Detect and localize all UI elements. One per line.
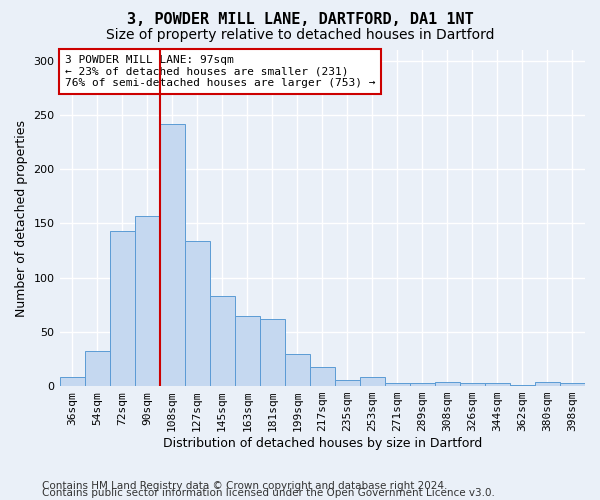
- Bar: [385, 383, 410, 386]
- Bar: [260, 319, 285, 386]
- Bar: [560, 383, 585, 386]
- Bar: [435, 382, 460, 386]
- Bar: [110, 231, 134, 386]
- Bar: [510, 385, 535, 386]
- Bar: [285, 354, 310, 386]
- Bar: [209, 296, 235, 386]
- Text: 3 POWDER MILL LANE: 97sqm
← 23% of detached houses are smaller (231)
76% of semi: 3 POWDER MILL LANE: 97sqm ← 23% of detac…: [65, 55, 375, 88]
- Text: Contains HM Land Registry data © Crown copyright and database right 2024.: Contains HM Land Registry data © Crown c…: [42, 481, 448, 491]
- Bar: [160, 124, 185, 386]
- Text: Size of property relative to detached houses in Dartford: Size of property relative to detached ho…: [106, 28, 494, 42]
- Bar: [360, 378, 385, 386]
- Bar: [485, 383, 510, 386]
- Text: Contains public sector information licensed under the Open Government Licence v3: Contains public sector information licen…: [42, 488, 495, 498]
- Bar: [134, 216, 160, 386]
- Bar: [85, 352, 110, 386]
- Text: 3, POWDER MILL LANE, DARTFORD, DA1 1NT: 3, POWDER MILL LANE, DARTFORD, DA1 1NT: [127, 12, 473, 28]
- Bar: [235, 316, 260, 386]
- Bar: [460, 383, 485, 386]
- Bar: [535, 382, 560, 386]
- Bar: [310, 366, 335, 386]
- Bar: [410, 383, 435, 386]
- X-axis label: Distribution of detached houses by size in Dartford: Distribution of detached houses by size …: [163, 437, 482, 450]
- Bar: [335, 380, 360, 386]
- Bar: [59, 378, 85, 386]
- Y-axis label: Number of detached properties: Number of detached properties: [15, 120, 28, 316]
- Bar: [185, 241, 209, 386]
